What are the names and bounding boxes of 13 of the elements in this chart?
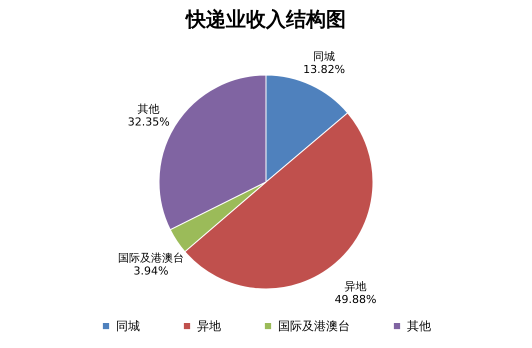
data-label: 49.88% [334,293,377,306]
data-label: 3.94% [134,264,168,278]
legend-label: 其他 [407,319,431,334]
data-label: 32.35% [128,115,170,128]
slice-label: 其他 [138,102,160,116]
data-label: 13.82% [303,62,346,76]
legend-label: 同城 [116,319,140,334]
slice-label: 同城 [313,50,336,63]
legend-label: 国际及港澳台 [278,319,350,334]
chart-title: 快递业收入结构图 [184,7,346,31]
slice-label: 异地 [344,280,367,294]
slice-label: 国际及港澳台 [118,251,184,264]
legend-label: 异地 [197,319,221,334]
